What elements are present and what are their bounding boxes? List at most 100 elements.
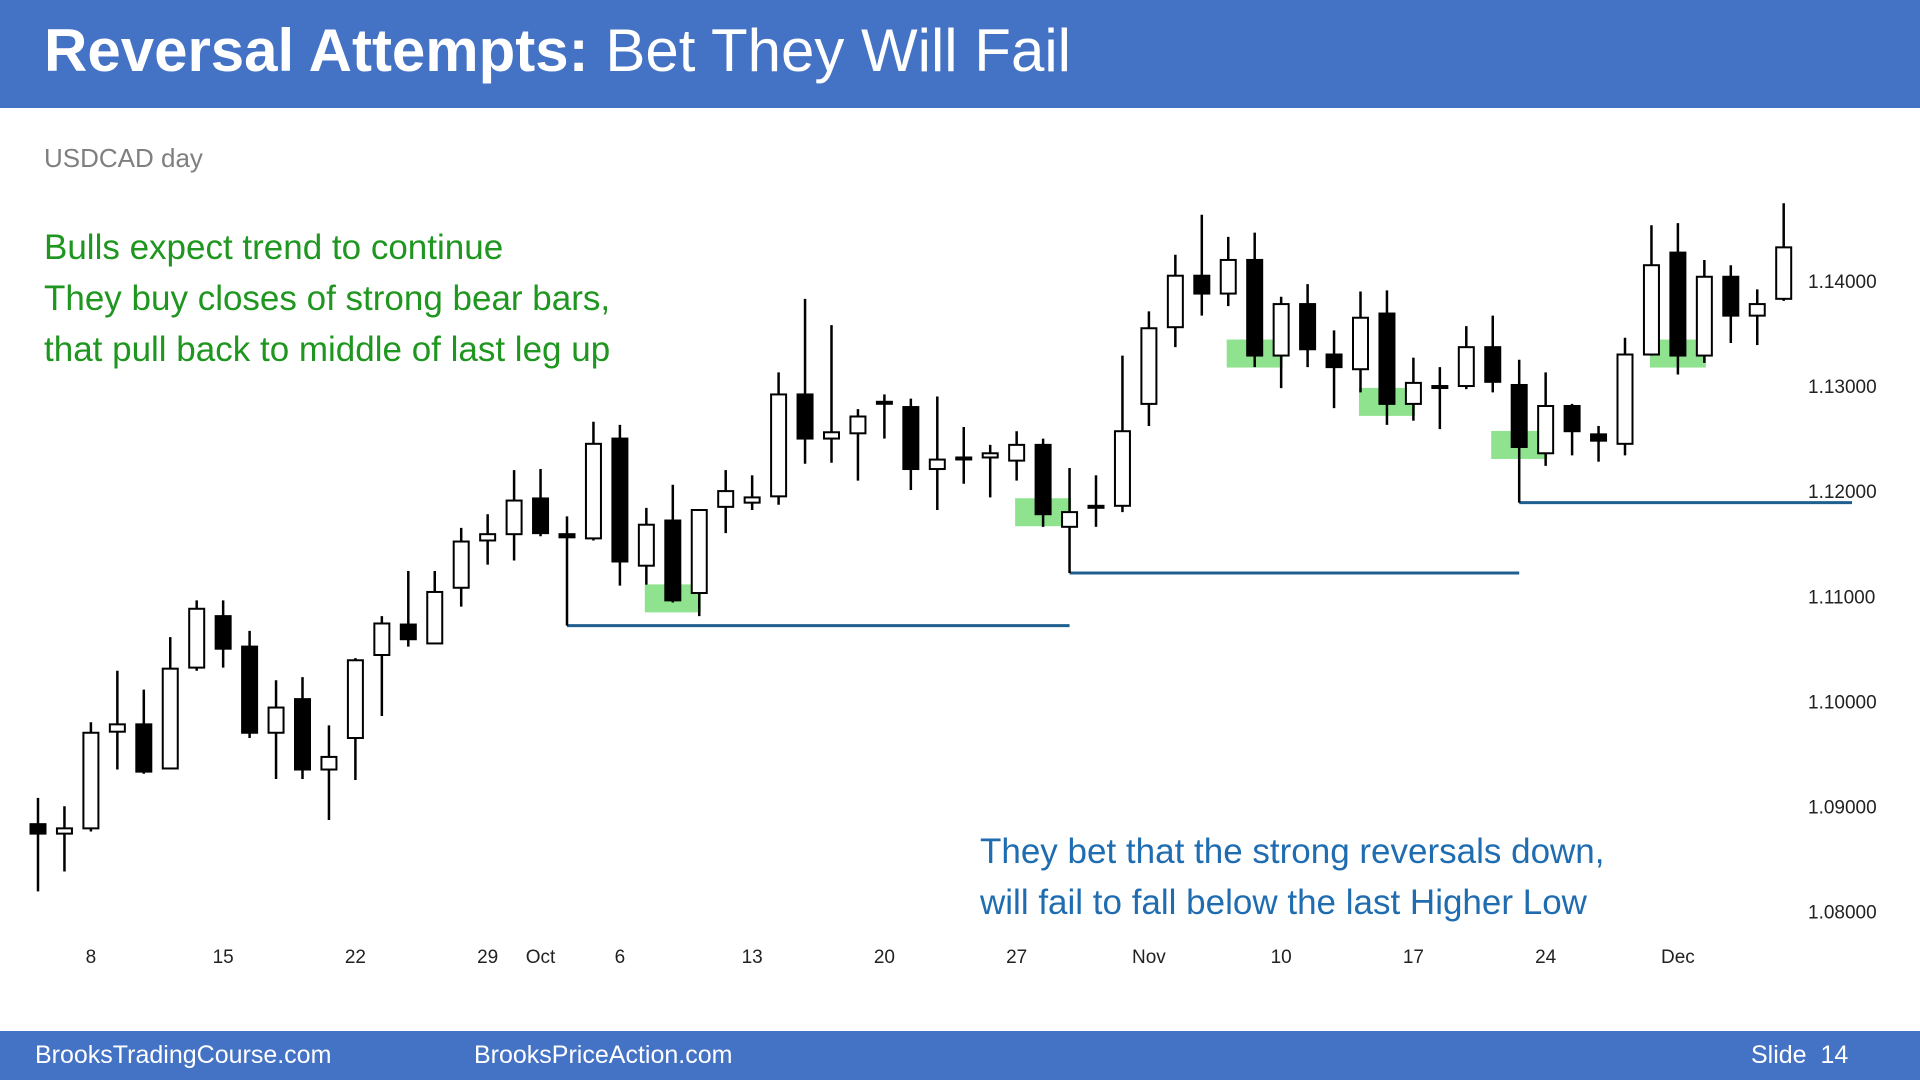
candle-body [1219, 258, 1237, 295]
candle-body [796, 393, 814, 440]
candle-body [320, 755, 338, 771]
candle-body [637, 523, 655, 567]
candle-body [161, 667, 179, 770]
candle-body [902, 406, 920, 471]
y-tick-label: 1.14000 [1808, 272, 1877, 293]
candle-body [743, 496, 761, 504]
x-tick-label: 15 [213, 947, 234, 968]
y-tick-label: 1.11000 [1808, 587, 1875, 608]
candle-body [1695, 275, 1713, 357]
candle-body [267, 706, 285, 734]
candle-body [55, 827, 73, 835]
candle-body [717, 490, 735, 508]
title-regular: Bet They Will Fail [605, 17, 1071, 84]
candle-body [1642, 264, 1660, 356]
footer-link: BrooksTradingCourse.com [35, 1041, 332, 1069]
candle-body [1166, 274, 1184, 329]
candle-body [1563, 404, 1581, 433]
candle-body [1272, 303, 1290, 357]
candle-body [1457, 346, 1475, 388]
candle-body [1008, 443, 1026, 462]
candle-body [1590, 433, 1608, 442]
candle-body [532, 497, 550, 535]
x-tick-label: 10 [1271, 947, 1292, 968]
candle-body [1061, 511, 1079, 528]
candle-body [1113, 430, 1131, 507]
x-tick-label: Dec [1661, 947, 1695, 968]
candle-body [1669, 251, 1687, 357]
annotation-line: that pull back to middle of last leg up [44, 330, 611, 369]
candle-body [505, 499, 523, 536]
y-tick-label: 1.12000 [1808, 482, 1877, 503]
y-tick-label: 1.09000 [1808, 797, 1877, 818]
y-tick-label: 1.13000 [1808, 377, 1877, 398]
candle-body [214, 615, 232, 650]
candle-body [875, 400, 893, 405]
candle-body [108, 723, 126, 733]
candle-body [584, 442, 602, 540]
chart: 1.08000 1.09000 1.10000 1.11000 1.12000 1.130… [29, 203, 1877, 968]
subtitle: USDCAD day [44, 143, 203, 173]
candle-body [188, 607, 206, 669]
candle-body [981, 452, 999, 459]
candle-body [1140, 327, 1158, 405]
candle-body [1775, 246, 1793, 300]
candle-body [823, 431, 840, 440]
candle-body [1378, 312, 1396, 405]
candle-body [690, 509, 708, 595]
candle-body [1616, 353, 1634, 445]
x-tick-label: 29 [477, 947, 498, 968]
slide-number: Slide 14 [1751, 1041, 1849, 1069]
x-tick-label: 24 [1535, 947, 1557, 968]
candle-body [1087, 504, 1105, 509]
footer-link: BrooksPriceAction.com [474, 1041, 733, 1069]
title: Reversal Attempts: Bet They Will Fail [44, 16, 1071, 85]
candle-body [241, 645, 259, 734]
candle-body [1404, 381, 1422, 405]
footer: BrooksTradingCourse.com BrooksPriceActio… [0, 1031, 1920, 1080]
annotation-line: will fail to fall below the last Higher … [980, 883, 1587, 922]
annotation-line: Bulls expect trend to continue [44, 228, 504, 267]
candle-body [452, 540, 470, 589]
x-tick-label: 20 [874, 947, 895, 968]
candle-body [82, 731, 100, 830]
candle-body [346, 659, 364, 740]
candle-body [664, 519, 682, 602]
candle-body [1352, 316, 1369, 371]
candle-body [1510, 383, 1528, 448]
candle-body [479, 533, 497, 542]
header: Reversal Attempts: Bet They Will Fail [0, 0, 1920, 108]
candle-body [1431, 385, 1449, 390]
title-bold: Reversal Attempts: [44, 17, 589, 84]
candle-body [928, 458, 946, 471]
candle-body [399, 623, 417, 641]
candle-body [849, 415, 867, 435]
y-tick-label: 1.10000 [1808, 692, 1877, 713]
x-tick-label: 22 [345, 947, 366, 968]
y-tick-label: 1.08000 [1808, 902, 1877, 923]
x-tick-label: 13 [742, 947, 763, 968]
candle-body [1722, 275, 1740, 317]
candle-body [955, 456, 973, 461]
candle-body [611, 437, 629, 563]
candle-body [558, 533, 576, 539]
x-tick-label: 17 [1403, 947, 1424, 968]
candle-body [373, 622, 391, 657]
candle-body [426, 590, 444, 645]
x-tick-label: Nov [1132, 947, 1166, 968]
candle-body [770, 393, 788, 498]
candle-body [1034, 443, 1052, 516]
candle-body [1537, 404, 1555, 455]
annotation-line: They bet that the strong reversals down, [980, 832, 1605, 871]
candle-body [29, 823, 47, 835]
x-tick-label: 6 [615, 947, 626, 968]
annotation-line: They buy closes of strong bear bars, [44, 279, 611, 318]
candle-body [294, 698, 311, 771]
candle-body [1748, 303, 1766, 317]
candle-body [1484, 346, 1502, 383]
candle-body [1325, 353, 1343, 369]
candle-body [1193, 274, 1211, 295]
candle-body [1299, 303, 1317, 351]
candle-body [135, 723, 153, 773]
annotation: They bet that the strong reversals down,… [980, 826, 1605, 928]
